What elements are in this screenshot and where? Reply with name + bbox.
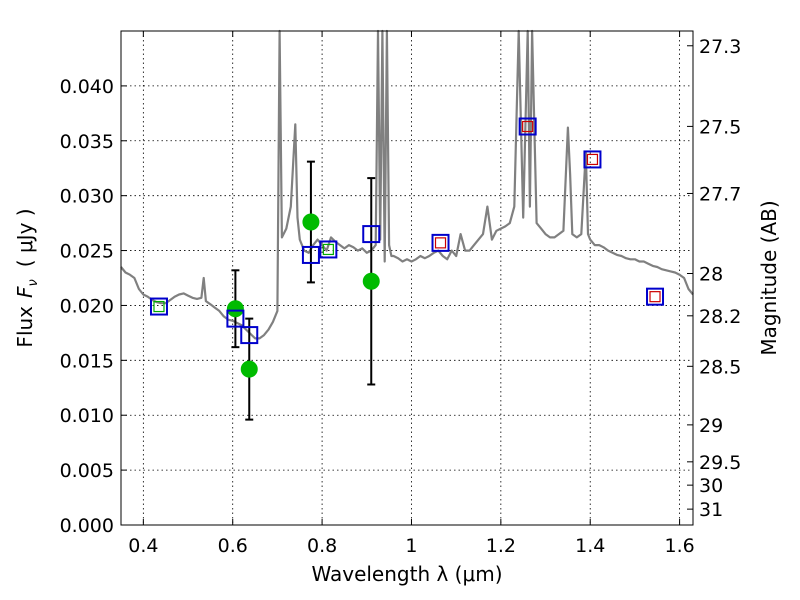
y-axis-label: Flux Fν ( μJy ) <box>13 208 41 347</box>
y2-tick-label: 28.2 <box>699 306 741 328</box>
y-tick-label: 0.000 <box>60 515 114 537</box>
model-point <box>301 245 320 264</box>
inner-marker <box>322 243 334 256</box>
tick-labels: 0.4 0.6 0.8 1 1.2 1.4 1.6 0.000 0.005 0.010 0.015 0… <box>60 36 742 557</box>
plot-frame <box>120 30 694 526</box>
inner-marker <box>153 300 165 313</box>
y-axis-label-symbol: F <box>13 286 37 298</box>
observed-point <box>362 272 380 290</box>
model-point <box>240 326 259 345</box>
inner-marker <box>434 237 447 249</box>
model-point <box>226 309 245 328</box>
y-tick-label: 0.015 <box>60 350 114 372</box>
y-axis-label-subscript: ν <box>26 279 41 286</box>
observed-point <box>240 360 258 378</box>
model-point <box>646 287 665 306</box>
x-tick-label: 1 <box>405 535 417 557</box>
photometry-marks <box>149 117 665 421</box>
y2-tick-label: 29 <box>699 415 723 437</box>
y-tick-label: 0.030 <box>60 186 114 208</box>
y2-tick-label: 28 <box>699 263 723 285</box>
inner-marker <box>586 153 599 166</box>
y-tick-label: 0.005 <box>60 460 114 482</box>
y-tick-label: 0.040 <box>60 76 114 98</box>
x-tick-label: 0.4 <box>128 535 158 557</box>
sed-model-spectrum <box>120 29 694 340</box>
inner-marker <box>649 291 661 303</box>
observed-point <box>302 213 320 231</box>
y2-tick-label: 29.5 <box>699 452 741 474</box>
model-point <box>319 240 338 259</box>
axis-ticks <box>121 31 693 526</box>
model-point <box>149 297 168 316</box>
y2-tick-label: 31 <box>699 499 723 521</box>
plot-area <box>121 31 693 525</box>
y2-axis-label: Magnitude (AB) <box>757 200 781 355</box>
model-point <box>362 225 381 244</box>
y2-tick-label: 27.7 <box>699 183 741 205</box>
x-tick-label: 1.2 <box>486 535 516 557</box>
x-tick-label: 1.4 <box>575 535 605 557</box>
x-tick-label: 0.8 <box>307 535 337 557</box>
observed-point <box>226 300 244 318</box>
y-axis-label-text: Flux <box>13 306 37 348</box>
y-tick-label: 0.035 <box>60 131 114 153</box>
model-point <box>518 117 537 136</box>
y2-tick-label: 30 <box>699 475 723 497</box>
y2-tick-label: 27.3 <box>699 36 741 58</box>
y-tick-label: 0.025 <box>60 241 114 263</box>
model-point <box>431 233 450 252</box>
x-axis-label: Wavelength λ (μm) <box>311 562 502 586</box>
y-tick-label: 0.010 <box>60 405 114 427</box>
x-tick-label: 0.6 <box>218 535 248 557</box>
y2-tick-label: 28.5 <box>699 356 741 378</box>
y2-tick-label: 27.5 <box>699 116 741 138</box>
y-tick-label: 0.020 <box>60 295 114 317</box>
spectrum-line <box>120 29 694 340</box>
inner-marker <box>522 120 534 133</box>
y-axis-label-unit: ( μJy ) <box>13 208 37 267</box>
x-tick-label: 1.6 <box>664 535 694 557</box>
model-point <box>583 150 602 169</box>
